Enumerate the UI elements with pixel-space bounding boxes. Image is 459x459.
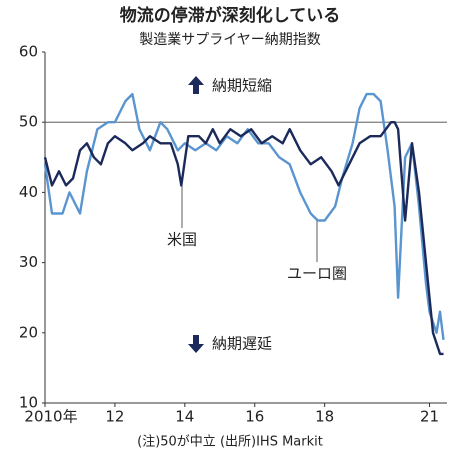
y-tick-label: 30 [19, 253, 38, 271]
up-arrow [188, 76, 204, 94]
y-tick-label: 50 [19, 113, 38, 131]
x-tick-label: 21 [420, 408, 439, 426]
down-arrow [188, 335, 204, 353]
x-tick-label: 14 [175, 408, 194, 426]
annotation: ユーロ圏 [287, 265, 347, 283]
x-tick-label: 12 [105, 408, 124, 426]
annotation: 米国 [167, 231, 197, 249]
line [43, 92, 445, 340]
note: (注)50が中立 (出所)IHS Markit [137, 435, 323, 450]
chart-title: 物流の停滞が深刻化している [120, 5, 341, 26]
annotation: 納期短縮 [212, 77, 272, 95]
y-tick-label: 60 [19, 43, 38, 61]
line [43, 121, 444, 356]
subtitle: 製造業サプライヤー納期指数 [139, 32, 321, 48]
y-tick-label: 40 [19, 183, 38, 201]
y-tick-label: 10 [19, 394, 38, 412]
x-tick-label: 16 [245, 408, 264, 426]
x-tick-label: 2010年 [24, 408, 77, 426]
annotation: 納期遅延 [212, 335, 272, 353]
y-tick-label: 20 [19, 323, 38, 341]
x-tick-label: 18 [315, 408, 334, 426]
